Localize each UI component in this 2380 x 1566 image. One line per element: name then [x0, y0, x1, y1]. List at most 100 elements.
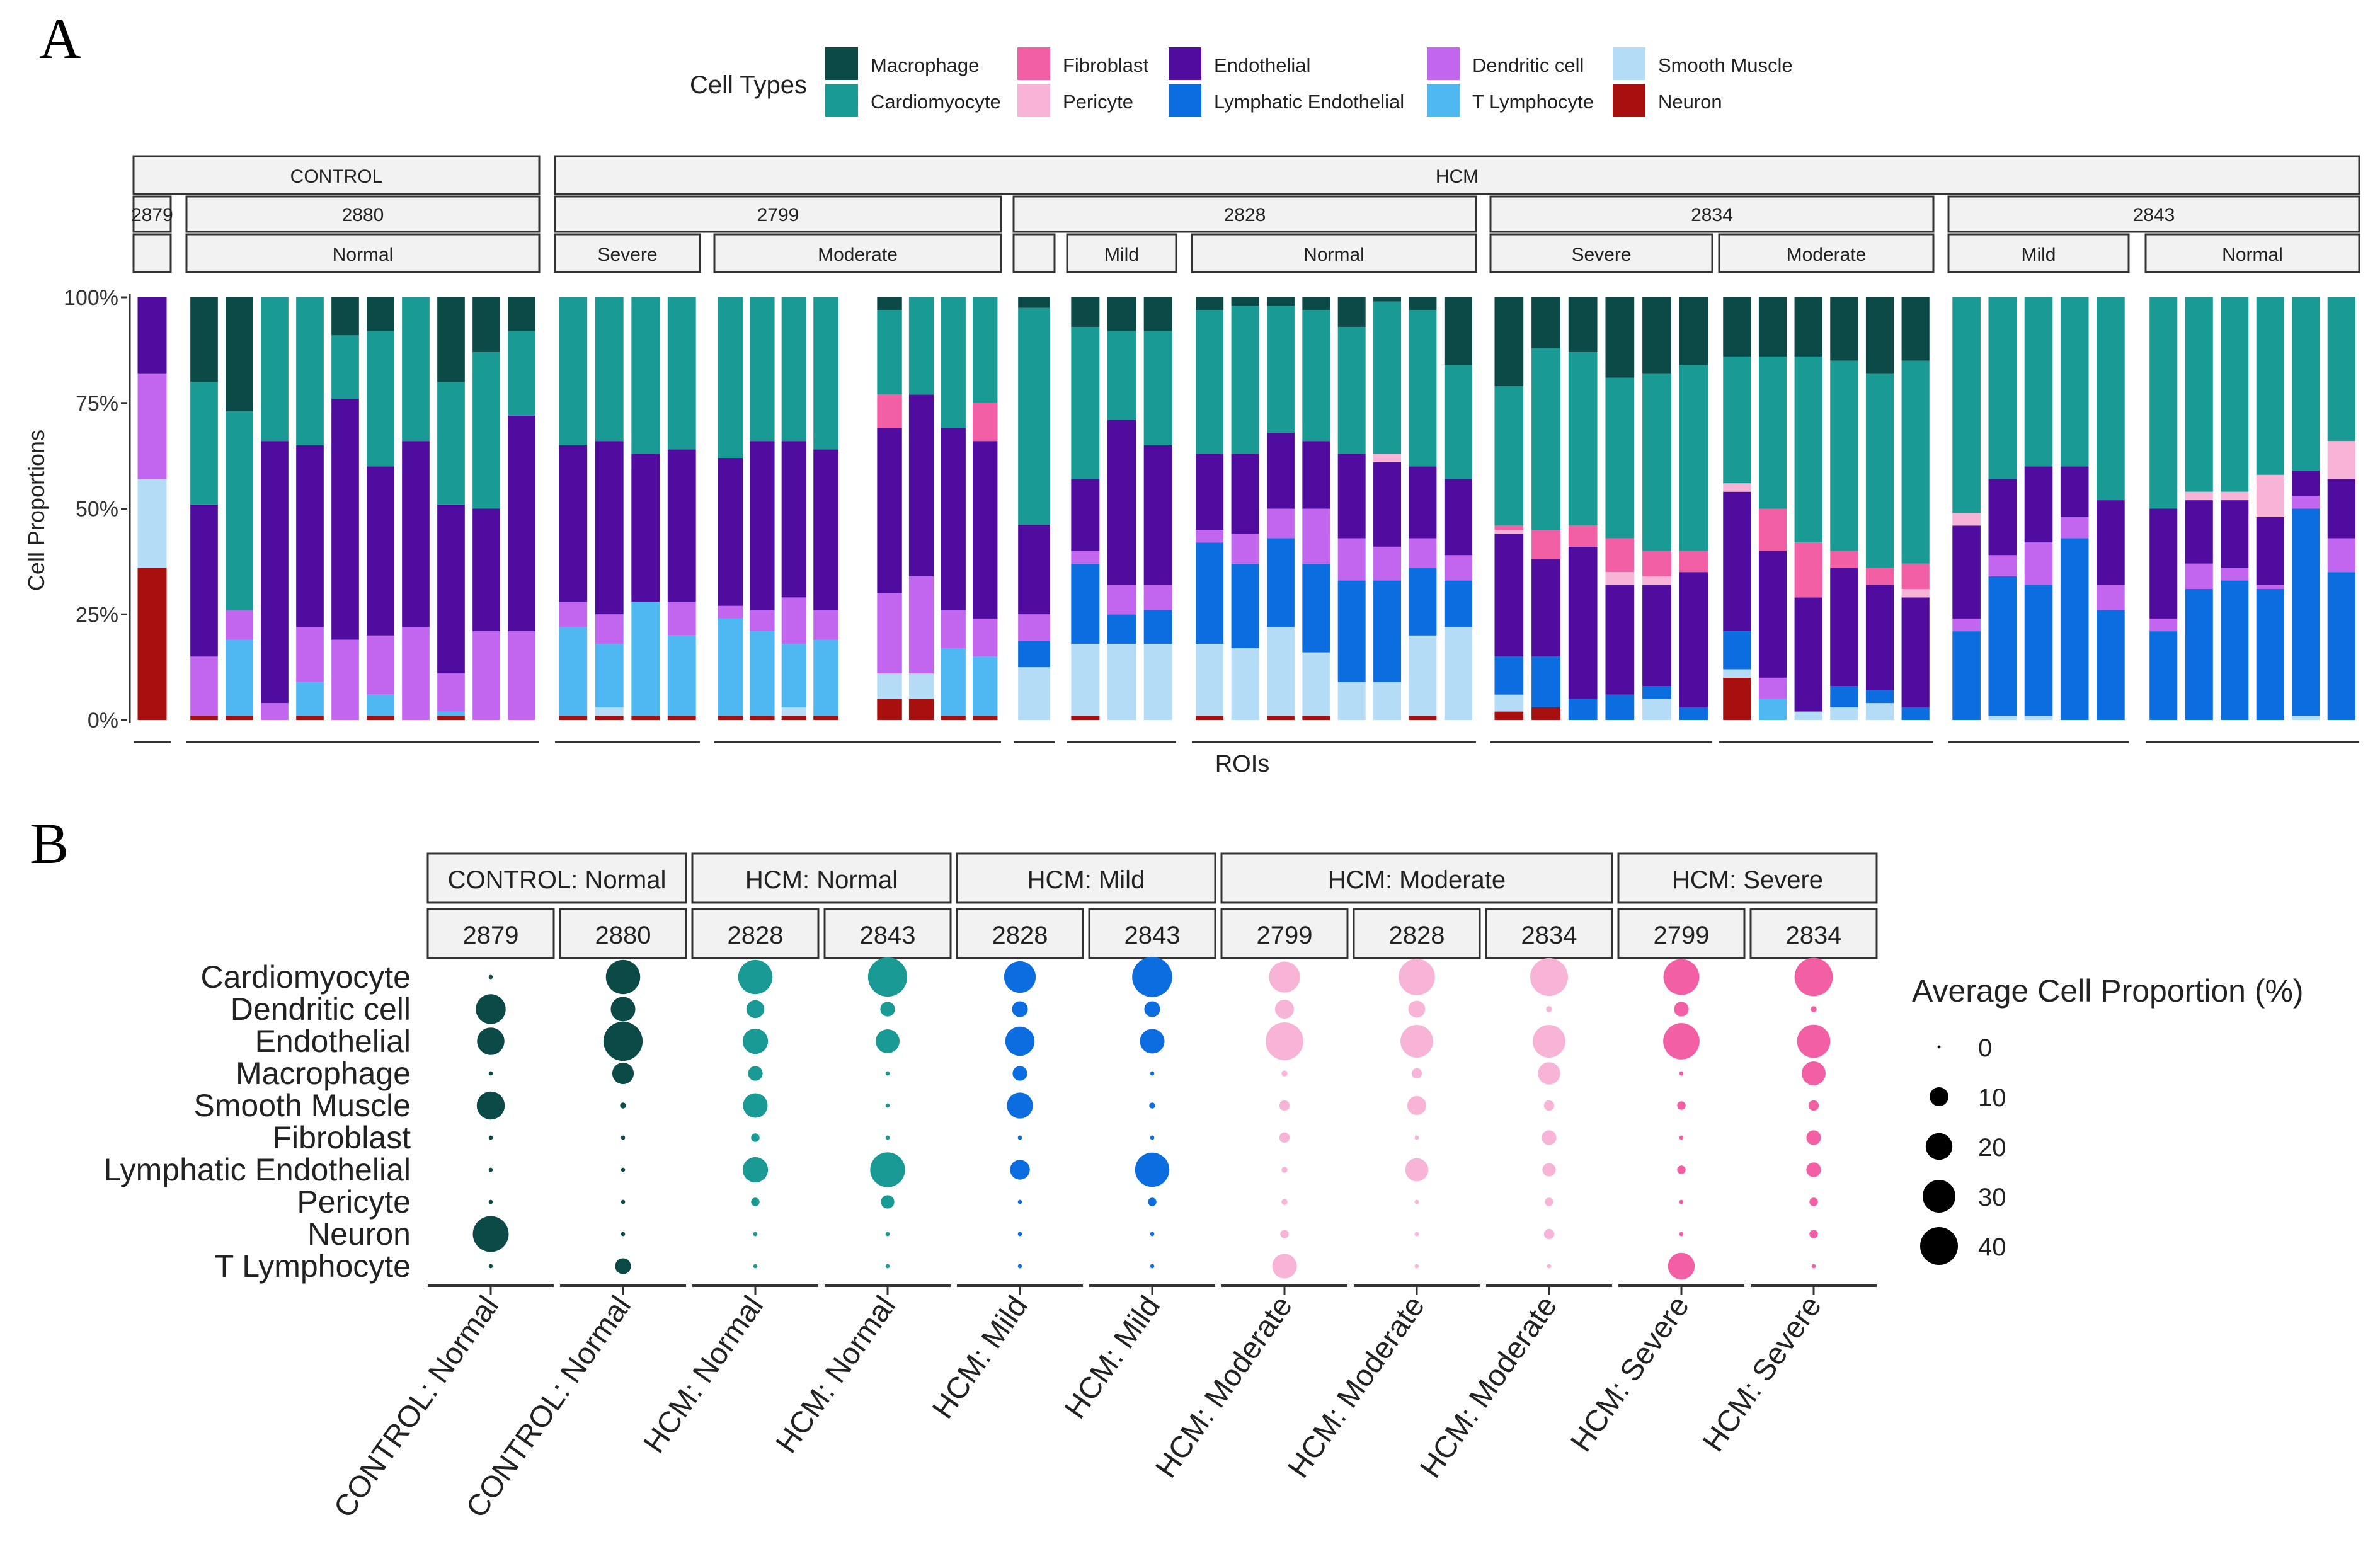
bar-segment-cardiomyocyte — [1642, 373, 1671, 551]
bar-segment-cardiomyocyte — [631, 297, 660, 454]
dot-smooth-muscle — [476, 1091, 505, 1120]
bar-segment-smooth-muscle — [1373, 682, 1402, 720]
strip-severity-severe — [554, 233, 701, 273]
strip-severity-normal — [1191, 233, 1477, 273]
bar-segment-smooth-muscle — [1494, 694, 1524, 712]
dot-neuron — [1017, 1232, 1022, 1237]
strip-severity-label-severe: Severe — [597, 244, 657, 265]
bar-segment-cardiomyocyte — [973, 297, 998, 403]
bar-segment-neuron — [1302, 716, 1330, 720]
dot-pericyte — [1148, 1197, 1157, 1206]
dot-macrophage — [748, 1066, 763, 1081]
facet-hcm-2834-severe — [1490, 297, 1712, 743]
dot-t-lymphocyte — [1017, 1264, 1022, 1269]
dot-neuron — [1414, 1232, 1419, 1237]
bar-segment-t-lymphocyte — [813, 639, 838, 716]
bar-segment-endothelial — [2185, 500, 2213, 564]
bar-segment-smooth-muscle — [1642, 699, 1671, 720]
dot-dendritic-cell — [610, 997, 636, 1022]
bar-segment-lymphatic-endothelial — [1494, 656, 1524, 695]
bar-segment-cardiomyocyte — [1568, 352, 1598, 526]
bar-segment-cardiomyocyte — [1444, 365, 1472, 479]
bar-segment-cardiomyocyte — [296, 297, 324, 445]
bar-segment-endothelial — [137, 297, 167, 374]
legend-swatch-smooth-muscle — [1613, 47, 1645, 80]
strip-sample-label-2828: 2828 — [1224, 205, 1266, 226]
bar-segment-t-lymphocyte — [437, 711, 465, 716]
bar-segment-endothelial — [1444, 479, 1472, 556]
bar-segment-neuron — [595, 716, 624, 720]
bar-segment-dendritic-cell — [595, 614, 624, 644]
dot-fibroblast — [621, 1135, 626, 1140]
dot-fibroblast — [1017, 1135, 1022, 1140]
bar-segment-macrophage — [1642, 297, 1671, 374]
bar-segment-dendritic-cell — [813, 610, 838, 640]
bar-segment-dendritic-cell — [2221, 568, 2249, 581]
bar-segment-cardiomyocyte — [1071, 326, 1100, 479]
bar-segment-t-lymphocyte — [750, 631, 775, 716]
row-label-t-lymphocyte: T Lymphocyte — [215, 1249, 411, 1284]
row-label-pericyte: Pericyte — [297, 1184, 411, 1220]
bar-segment-macrophage — [1679, 297, 1708, 365]
dot-fibroblast — [1150, 1135, 1155, 1140]
dot-lymphatic-endothelial — [1677, 1165, 1686, 1174]
facet-control-2880-normal — [186, 297, 539, 743]
bar-segment-endothelial — [331, 399, 359, 640]
bar-segment-neuron — [631, 716, 660, 720]
dot-fibroblast — [751, 1133, 760, 1142]
bar-segment-smooth-muscle — [877, 673, 902, 699]
strip-sample-2843 — [1947, 195, 2360, 233]
dot-macrophage — [1679, 1071, 1684, 1076]
strip-column-label-2843: 2843 — [1124, 922, 1181, 949]
dot-pericyte — [1545, 1197, 1553, 1206]
bar-segment-macrophage — [472, 297, 500, 353]
y-tick-label-25: 25% — [76, 603, 118, 627]
legend-swatch-t-lymphocyte — [1427, 84, 1460, 117]
panel-a-legend: Cell Types Macrophage Cardiomyocyte Fibrob… — [690, 47, 1793, 117]
bar-segment-t-lymphocyte — [559, 627, 588, 716]
dot-pericyte — [1414, 1199, 1419, 1204]
bar-segment-cardiomyocyte — [1758, 356, 1787, 509]
dot-lymphatic-endothelial — [1135, 1152, 1170, 1187]
dot-t-lymphocyte — [885, 1264, 890, 1269]
bar-segment-dendritic-cell — [1266, 508, 1295, 539]
bar-segment-macrophage — [1409, 297, 1437, 311]
strip-column-2843 — [1088, 908, 1216, 959]
dot-fibroblast — [885, 1135, 890, 1140]
bar-segment-macrophage — [226, 297, 253, 412]
bar-segment-dendritic-cell — [973, 618, 998, 657]
dot-smooth-muscle — [1808, 1100, 1819, 1111]
bar-segment-dendritic-cell — [1302, 508, 1330, 564]
size-legend-dot-0 — [1937, 1045, 1941, 1049]
bar-segment-lymphatic-endothelial — [1723, 631, 1751, 670]
bar-segment-lymphatic-endothelial — [1865, 690, 1894, 704]
dot-lymphatic-endothelial — [488, 1167, 493, 1172]
strip-column-label-2879: 2879 — [463, 922, 519, 949]
legend-label-lymphatic-endothelial: Lymphatic Endothelial — [1214, 91, 1404, 113]
legend-label-neuron: Neuron — [1658, 91, 1722, 113]
bar-segment-macrophage — [1107, 297, 1136, 331]
bar-segment-fibroblast — [1642, 551, 1671, 576]
bar-segment-dendritic-cell — [1337, 538, 1366, 581]
strip-column-2799 — [1617, 908, 1746, 959]
dot-macrophage — [1150, 1071, 1155, 1076]
panel-a-letter: A — [39, 6, 81, 71]
bar-segment-endothelial — [2256, 517, 2284, 585]
bar-segment-dendritic-cell — [1988, 555, 2017, 576]
bar-segment-t-lymphocyte — [367, 694, 394, 716]
dot-lymphatic-endothelial — [1010, 1160, 1030, 1180]
dot-t-lymphocyte — [1150, 1264, 1155, 1269]
strip-column-label-2843: 2843 — [860, 922, 916, 949]
bar-segment-cardiomyocyte — [1901, 360, 1930, 564]
bar-segment-lymphatic-endothelial — [1988, 576, 2017, 716]
bar-segment-endothelial — [2292, 471, 2320, 496]
strip-sample-label-2834: 2834 — [1691, 205, 1733, 226]
bar-segment-cardiomyocyte — [472, 352, 500, 509]
dot-neuron — [1280, 1230, 1289, 1238]
bar-segment-neuron — [1409, 716, 1437, 720]
dot-pericyte — [621, 1199, 626, 1204]
bar-segment-pericyte — [1952, 513, 1981, 526]
legend-swatch-endothelial — [1169, 47, 1201, 80]
bar-segment-cardiomyocyte — [2256, 297, 2284, 475]
